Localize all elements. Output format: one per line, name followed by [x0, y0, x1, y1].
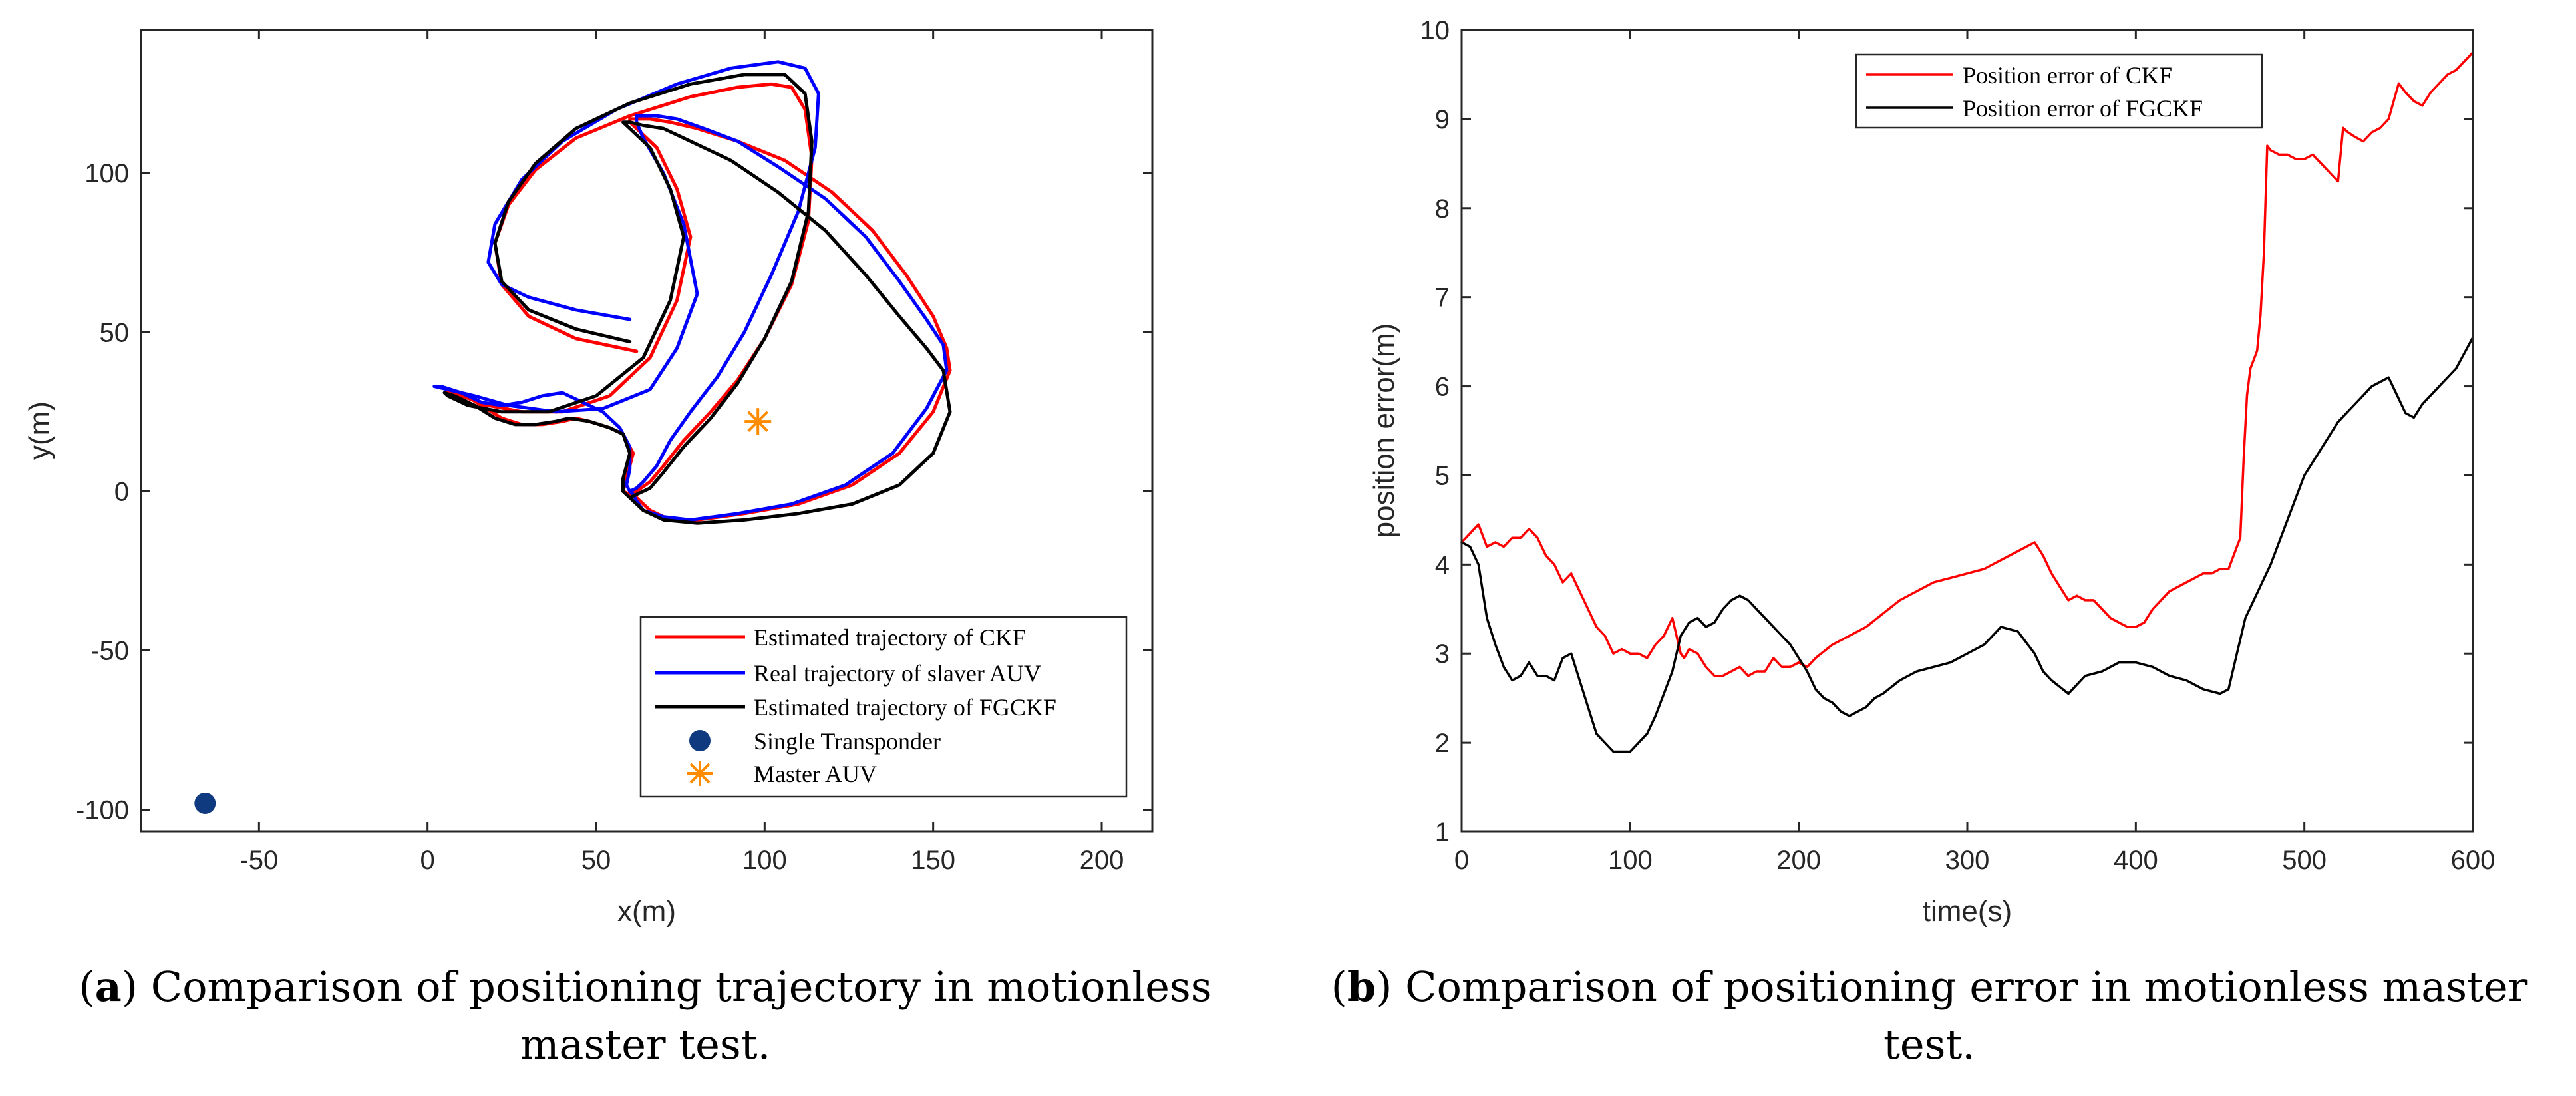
- panel-b-series-layer: [1460, 51, 2474, 753]
- panel-b-xtick-label: 600: [2451, 846, 2496, 875]
- panel-b-xtick-label: 300: [1945, 846, 1990, 875]
- panel-b-ylabel: position error(m): [1368, 323, 1400, 538]
- panel-b-xtick-label: 500: [2282, 846, 2327, 875]
- panel-b-xtick-label: 100: [1608, 846, 1653, 875]
- panel-b-legend: Position error of CKF Position error of …: [1855, 53, 2263, 129]
- panel-a-xtick-label: 0: [420, 846, 435, 875]
- panel-a-xlabel: x(m): [617, 895, 676, 928]
- panel-b-ytick-label: 1: [1435, 818, 1450, 847]
- panel-b-ytick-label: 9: [1435, 105, 1450, 134]
- panel-a-master-auv-marker: [744, 408, 772, 435]
- panel-a-series-layer: [194, 60, 952, 814]
- panel-b-position-error-of-ckf-line: [1460, 51, 2474, 677]
- panel-b-ytick-label: 5: [1435, 461, 1450, 490]
- panel-b-ytick-label: 10: [1420, 16, 1450, 45]
- panel-b-ytick-label: 8: [1435, 194, 1450, 224]
- panel-b-ytick-label: 7: [1435, 283, 1450, 313]
- panel-a-real-trajectory-of-slaver-auv-line: [432, 60, 949, 522]
- panel-b-xtick-label: 400: [2114, 846, 2158, 875]
- panel-a-single-transponder-marker: [194, 792, 216, 814]
- panel-b-xlabel: time(s): [1923, 895, 2012, 928]
- panel-b-xtick-label: 0: [1454, 846, 1469, 875]
- panel-a-ytick-label: -50: [90, 636, 129, 665]
- panel-a-ylabel: y(m): [23, 401, 56, 460]
- panel-b-plot-area: [1462, 30, 2473, 832]
- panel-b-ytick-label: 2: [1435, 729, 1450, 758]
- legend-ckf-error-label: Position error of CKF: [1963, 62, 2172, 89]
- panel-a-trajectory-chart: -50 0 50 100 150 200 -100 -50 0 50 100 x(m) y(m) E…: [23, 29, 1154, 928]
- panel-b-xtick-label: 200: [1776, 846, 1821, 875]
- legend-fgckf-error-label: Position error of FGCKF: [1963, 95, 2203, 122]
- legend-real-label: Real trajectory of slaver AUV: [754, 660, 1041, 687]
- caption-a-text: Comparison of positioning trajectory in …: [150, 962, 1212, 1069]
- legend-fgckf-label: Estimated trajectory of FGCKF: [754, 694, 1056, 721]
- legend-master-label: Master AUV: [754, 761, 877, 787]
- legend-transponder-label: Single Transponder: [754, 728, 941, 755]
- caption-b-label: b: [1347, 962, 1376, 1011]
- panel-a-axes-box: [140, 29, 1154, 833]
- panel-b-ytick-label: 4: [1435, 550, 1450, 580]
- legend-transponder-marker: [689, 730, 711, 751]
- panel-a-estimated-trajectory-of-fgckf-line: [442, 73, 952, 525]
- panel-a-ticks: -50 0 50 100 150 200 -100 -50 0 50 100: [76, 30, 1152, 875]
- panel-a-xtick-label: 100: [742, 846, 787, 875]
- panel-b-legend-box: [1855, 53, 2263, 129]
- legend-master-marker: [687, 761, 713, 786]
- panel-a-ytick-label: 50: [100, 318, 130, 347]
- panel-a-xtick-label: -50: [240, 846, 278, 875]
- panel-a-xtick-label: 150: [911, 846, 955, 875]
- panel-a-legend: Estimated trajectory of CKF Real traject…: [639, 616, 1128, 798]
- panel-a-xtick-label: 200: [1080, 846, 1124, 875]
- panel-b-ticks: 0 100 200 300 400 500 600 1 2 3 4 5 6 7 8 9 10: [1420, 16, 2496, 875]
- caption-a: (a) Comparison of positioning trajectory…: [79, 962, 1212, 1069]
- panel-a-ytick-label: 0: [114, 477, 129, 506]
- caption-b: (b) Comparison of positioning error in m…: [1331, 962, 2528, 1069]
- panel-a-ytick-label: 100: [84, 159, 129, 188]
- panel-b-error-chart: 0 100 200 300 400 500 600 1 2 3 4 5 6 7 8 9 10 time(s) p…: [1368, 16, 2495, 928]
- panel-a-xtick-label: 50: [581, 846, 611, 875]
- caption-b-text: Comparison of positioning error in motio…: [1405, 962, 2528, 1069]
- panel-a-ytick-label: -100: [76, 796, 129, 825]
- legend-ckf-label: Estimated trajectory of CKF: [754, 624, 1026, 651]
- caption-a-label: a: [94, 962, 122, 1011]
- panel-b-position-error-of-fgckf-line: [1460, 336, 2474, 753]
- panel-b-ytick-label: 3: [1435, 639, 1450, 669]
- panel-b-ytick-label: 6: [1435, 373, 1450, 402]
